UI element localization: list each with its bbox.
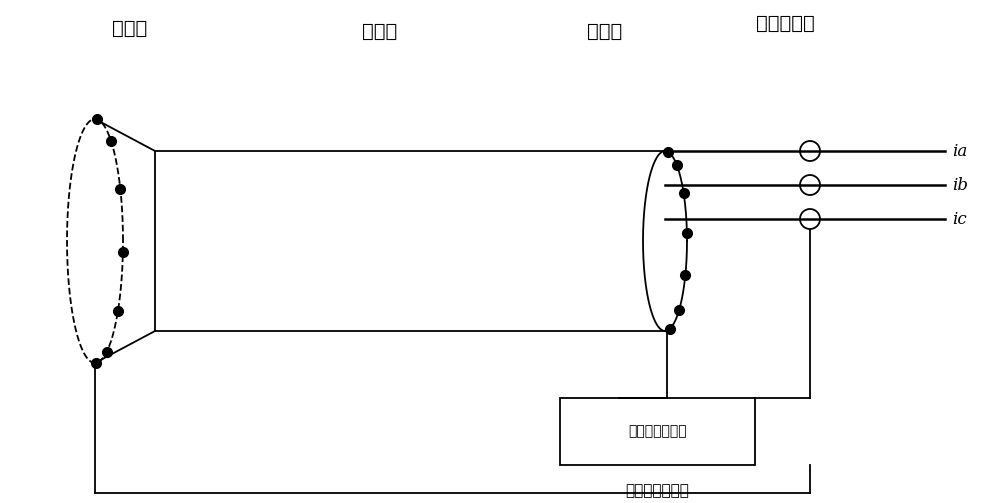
Text: 定子引出线: 定子引出线 <box>756 14 814 33</box>
Text: ic: ic <box>952 210 967 227</box>
Text: ib: ib <box>952 177 968 194</box>
Text: 机电量监测装置: 机电量监测装置 <box>628 425 687 439</box>
Text: ia: ia <box>952 142 967 159</box>
Text: 机电量监测装置: 机电量监测装置 <box>626 483 689 498</box>
Text: 汽机侧: 汽机侧 <box>112 19 148 38</box>
Text: 励磁侧: 励磁侧 <box>587 22 623 41</box>
Text: 发电机: 发电机 <box>362 22 398 41</box>
